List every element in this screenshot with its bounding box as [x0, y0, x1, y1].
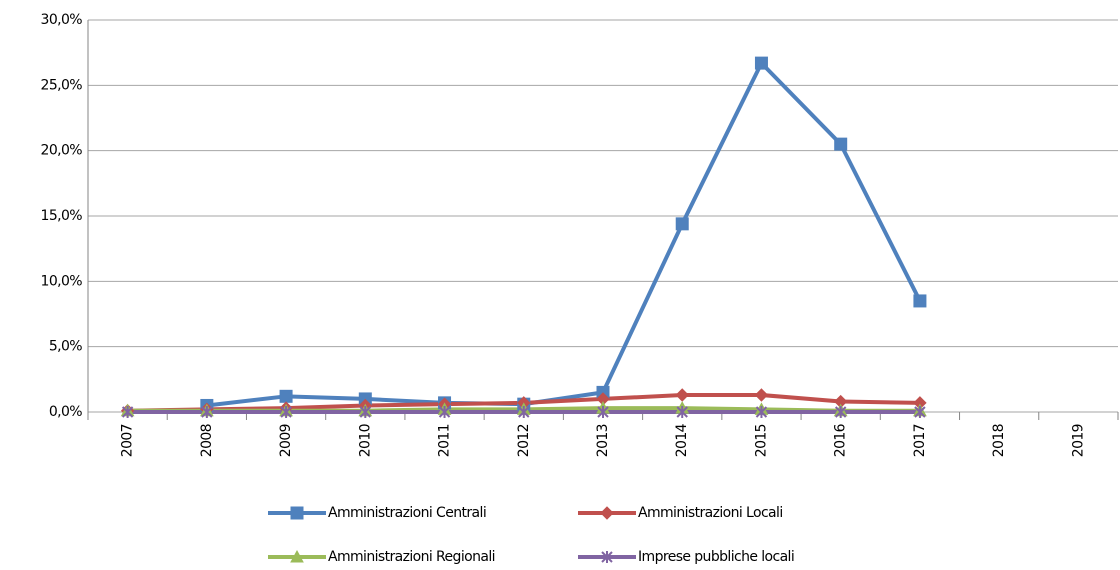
x-tick-label: 2019 [1070, 424, 1086, 457]
y-tick-label: 30,0% [41, 12, 83, 28]
x-tick-label: 2017 [912, 424, 928, 457]
marker [290, 506, 304, 520]
x-tick-label: 2011 [437, 424, 453, 457]
marker [201, 406, 213, 418]
marker [280, 406, 292, 418]
marker [601, 551, 613, 563]
x-tick-label: 2018 [991, 424, 1007, 457]
marker [121, 406, 134, 418]
x-tick-label: 2014 [674, 423, 690, 457]
marker [675, 217, 689, 231]
y-tick-label: 5,0% [49, 339, 82, 355]
legend-label: Amministrazioni Locali [638, 505, 783, 521]
x-tick-label: 2012 [516, 424, 532, 457]
x-tick-label: 2013 [595, 424, 611, 457]
marker [438, 406, 451, 418]
marker [834, 406, 847, 418]
y-tick-label: 25,0% [41, 77, 83, 93]
marker [834, 137, 848, 151]
legend-entry: Amministrazioni Centrali [268, 505, 487, 521]
x-tick-label: 2016 [833, 423, 849, 457]
y-tick-label: 10,0% [41, 273, 83, 289]
marker [676, 406, 688, 418]
marker [675, 388, 689, 402]
legend-entry: Amministrazioni Locali [578, 505, 783, 521]
marker [914, 406, 926, 418]
legend-entry: Amministrazioni Regionali [268, 549, 496, 565]
x-tick-label: 2009 [278, 424, 294, 457]
marker [279, 389, 293, 403]
marker [290, 549, 304, 563]
x-tick-label: 2015 [753, 424, 769, 457]
marker [755, 406, 768, 418]
legend-entry: Imprese pubbliche locali [578, 549, 795, 565]
x-tick-label: 2007 [120, 424, 136, 457]
marker [597, 406, 609, 418]
legend-label: Amministrazioni Regionali [328, 549, 495, 565]
y-tick-label: 15,0% [41, 208, 83, 224]
marker [600, 506, 614, 520]
marker [913, 294, 927, 308]
y-tick-label: 20,0% [41, 143, 83, 159]
legend-label: Amministrazioni Centrali [328, 505, 486, 521]
y-tick-label: 0,0% [49, 404, 82, 420]
x-tick-label: 2010 [357, 424, 373, 457]
marker [754, 56, 768, 70]
legend-label: Imprese pubbliche locali [638, 549, 794, 565]
marker [518, 406, 530, 418]
x-tick-label: 2008 [199, 424, 215, 457]
marker [359, 406, 372, 418]
series-line [206, 61, 922, 408]
marker [754, 388, 769, 402]
